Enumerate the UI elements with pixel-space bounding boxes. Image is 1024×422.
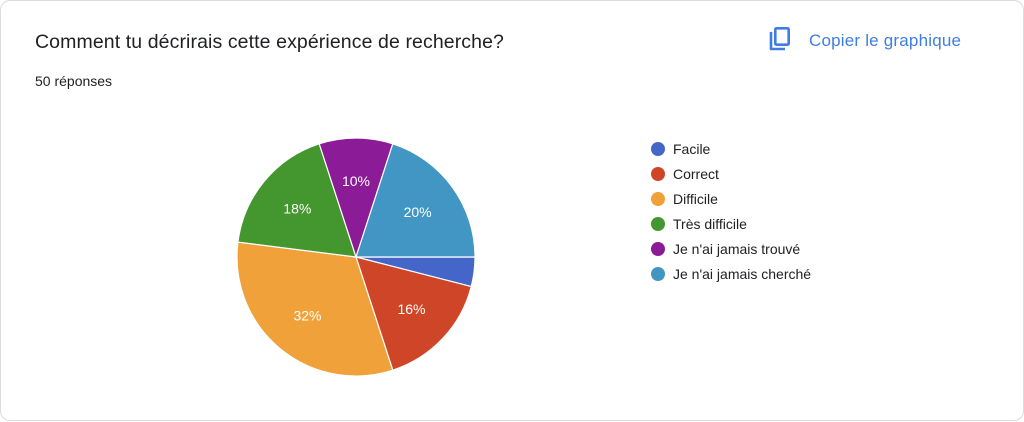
pie-slice[interactable]: [236, 241, 394, 377]
copy-chart-button[interactable]: Copier le graphique: [767, 25, 961, 57]
legend-color-dot-icon: [651, 216, 665, 231]
legend-color-dot-icon: [651, 266, 665, 281]
legend-item[interactable]: Facile: [651, 136, 811, 161]
legend-label: Je n'ai jamais cherché: [673, 265, 812, 282]
copy-chart-label: Copier le graphique: [809, 31, 962, 50]
question-title: Comment tu décrirais cette expérience de…: [35, 31, 504, 53]
slice-percent-label: 16%: [397, 301, 425, 317]
pie-slice[interactable]: [237, 143, 357, 258]
legend-item[interactable]: Je n'ai jamais cherché: [651, 261, 811, 286]
pie-slice[interactable]: [355, 143, 476, 258]
legend-label: Difficile: [673, 190, 718, 207]
legend-label: Facile: [673, 140, 711, 157]
pie-chart: 16% 32% 18% 10% 20%: [236, 137, 476, 377]
legend-color-dot-icon: [651, 166, 665, 181]
legend-item[interactable]: Très difficile: [651, 211, 811, 236]
slice-percent-label: 32%: [293, 308, 321, 324]
legend-item[interactable]: Correct: [651, 161, 811, 186]
legend-color-dot-icon: [651, 141, 665, 156]
response-count: 50 réponses: [35, 73, 113, 89]
slice-percent-label: 10%: [342, 173, 370, 189]
slice-percent-label: 20%: [404, 204, 432, 220]
chart-legend: Facile Correct Difficile Très difficile Je n…: [651, 136, 811, 286]
legend-item[interactable]: Difficile: [651, 186, 811, 211]
legend-item[interactable]: Je n'ai jamais trouvé: [651, 236, 811, 261]
legend-label: Très difficile: [673, 215, 747, 232]
slice-percent-label: 18%: [283, 201, 311, 217]
pie-slice[interactable]: [318, 137, 394, 259]
legend-label: Correct: [673, 165, 719, 182]
legend-label: Je n'ai jamais trouvé: [673, 240, 801, 257]
legend-color-dot-icon: [651, 191, 665, 206]
pie-slice[interactable]: [355, 256, 472, 371]
copy-icon: [767, 26, 809, 57]
legend-color-dot-icon: [651, 241, 665, 256]
